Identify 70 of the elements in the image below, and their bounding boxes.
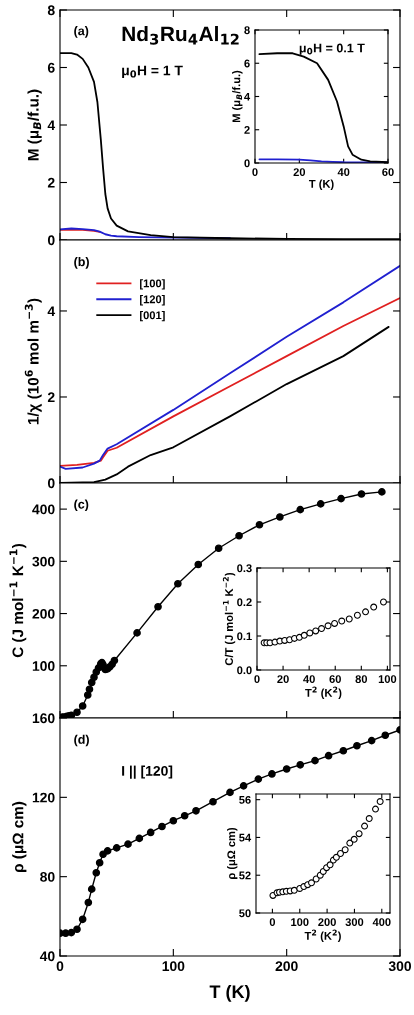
y-axis-title: M (μ$_{B}$/f.u.) bbox=[27, 89, 42, 161]
x-tick-label: 300 bbox=[388, 961, 412, 972]
y-tick-label: 52 bbox=[239, 871, 251, 880]
y-tick-label: 0 bbox=[244, 159, 250, 168]
y-tick-label: 0 bbox=[47, 235, 55, 246]
x-tick-label: 200 bbox=[275, 961, 298, 972]
x-tick-label: 60 bbox=[382, 168, 394, 177]
y-tick-label: 4 bbox=[244, 92, 251, 101]
y-tick-label: 0.0 bbox=[237, 666, 252, 675]
x-tick-label: 100 bbox=[378, 675, 397, 684]
x-tick-label: 0 bbox=[56, 961, 64, 972]
y-tick-label: 80 bbox=[40, 872, 55, 882]
x-tick-label: 40 bbox=[337, 168, 350, 177]
x-tick-label: 400 bbox=[372, 918, 391, 927]
y-tick-label: 56 bbox=[239, 795, 251, 804]
y-tick-label: 8 bbox=[47, 5, 55, 16]
y-axis-title: ρ (μΩ cm) bbox=[12, 801, 27, 872]
annotation: (d) bbox=[74, 734, 89, 747]
x-tick-label: 0 bbox=[269, 918, 276, 927]
y-tick-label: 0.1 bbox=[237, 632, 252, 641]
y-axis-title: 1/χ (10$^{6}$ mol m$^{−3}$) bbox=[24, 298, 42, 425]
y-tick-label: 0.2 bbox=[237, 598, 252, 607]
legend-label: [120] bbox=[140, 295, 165, 306]
legend-label: [001] bbox=[140, 310, 165, 322]
x-tick-label: 20 bbox=[277, 675, 289, 684]
annotation: I || [120] bbox=[122, 765, 173, 779]
x-axis-title: T (K) bbox=[308, 179, 334, 190]
x-tick-label: 80 bbox=[355, 675, 368, 684]
x-tick-label: 200 bbox=[318, 918, 336, 927]
x-tick-label: 40 bbox=[303, 675, 315, 684]
x-tick-label: 100 bbox=[291, 918, 309, 927]
x-tick-label: 0 bbox=[252, 168, 258, 177]
y-tick-label: 100 bbox=[32, 661, 55, 671]
annotation: (a) bbox=[74, 26, 89, 38]
x-axis-title: T (K) bbox=[209, 984, 250, 1002]
y-tick-label: 2 bbox=[47, 392, 55, 403]
y-tick-label: 120 bbox=[32, 792, 55, 803]
y-axis-title: ρ (μΩ cm) bbox=[227, 827, 238, 879]
x-tick-label: 20 bbox=[293, 168, 306, 177]
y-tick-label: 400 bbox=[32, 504, 55, 515]
y-tick-label: 40 bbox=[39, 951, 55, 962]
annotation: (b) bbox=[74, 257, 89, 269]
y-tick-label: 8 bbox=[244, 26, 250, 35]
x-axis-title: T$^{2}$ (K$^{2}$) bbox=[305, 686, 342, 699]
x-tick-label: 100 bbox=[162, 961, 185, 972]
y-tick-label: 6 bbox=[47, 62, 55, 73]
y-axis-title: C/T (J mol$^{−1}$ K$^{−2}$) bbox=[222, 572, 236, 666]
x-axis-title: T$^{2}$ (K$^{2}$) bbox=[304, 929, 341, 942]
y-tick-label: 54 bbox=[239, 833, 252, 842]
x-tick-label: 300 bbox=[345, 918, 364, 927]
y-tick-label: 0 bbox=[47, 478, 55, 489]
y-tick-label: 200 bbox=[32, 608, 55, 619]
x-tick-label: 60 bbox=[329, 675, 341, 684]
y-tick-label: 0.3 bbox=[237, 564, 252, 573]
y-tick-label: 6 bbox=[244, 59, 250, 68]
annotation: Nd$_{3}$Ru$_{4}$Al$_{12}$ bbox=[122, 25, 239, 45]
y-tick-label: 50 bbox=[239, 909, 251, 918]
y-tick-label: 300 bbox=[32, 556, 55, 567]
y-axis-title: C (J mol$^{−1}$ K$^{−1}$) bbox=[9, 543, 27, 658]
y-axis-title: M (μ$_{B}$/f.u.) bbox=[232, 70, 243, 123]
annotation: μ$_{0}$H = 0.1 T bbox=[299, 43, 365, 55]
y-tick-label: 4 bbox=[47, 306, 56, 316]
annotation: (c) bbox=[74, 499, 89, 512]
y-tick-label: 160 bbox=[32, 713, 55, 724]
y-tick-label: 2 bbox=[244, 126, 250, 134]
x-tick-label: 0 bbox=[254, 675, 260, 684]
legend-label: [100] bbox=[140, 279, 165, 290]
annotation: μ$_{0}$H = 1 T bbox=[122, 65, 183, 79]
y-tick-label: 4 bbox=[47, 120, 56, 131]
y-tick-label: 2 bbox=[47, 177, 55, 188]
